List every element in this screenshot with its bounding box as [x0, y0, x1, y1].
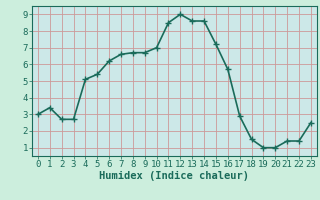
X-axis label: Humidex (Indice chaleur): Humidex (Indice chaleur)	[100, 171, 249, 181]
